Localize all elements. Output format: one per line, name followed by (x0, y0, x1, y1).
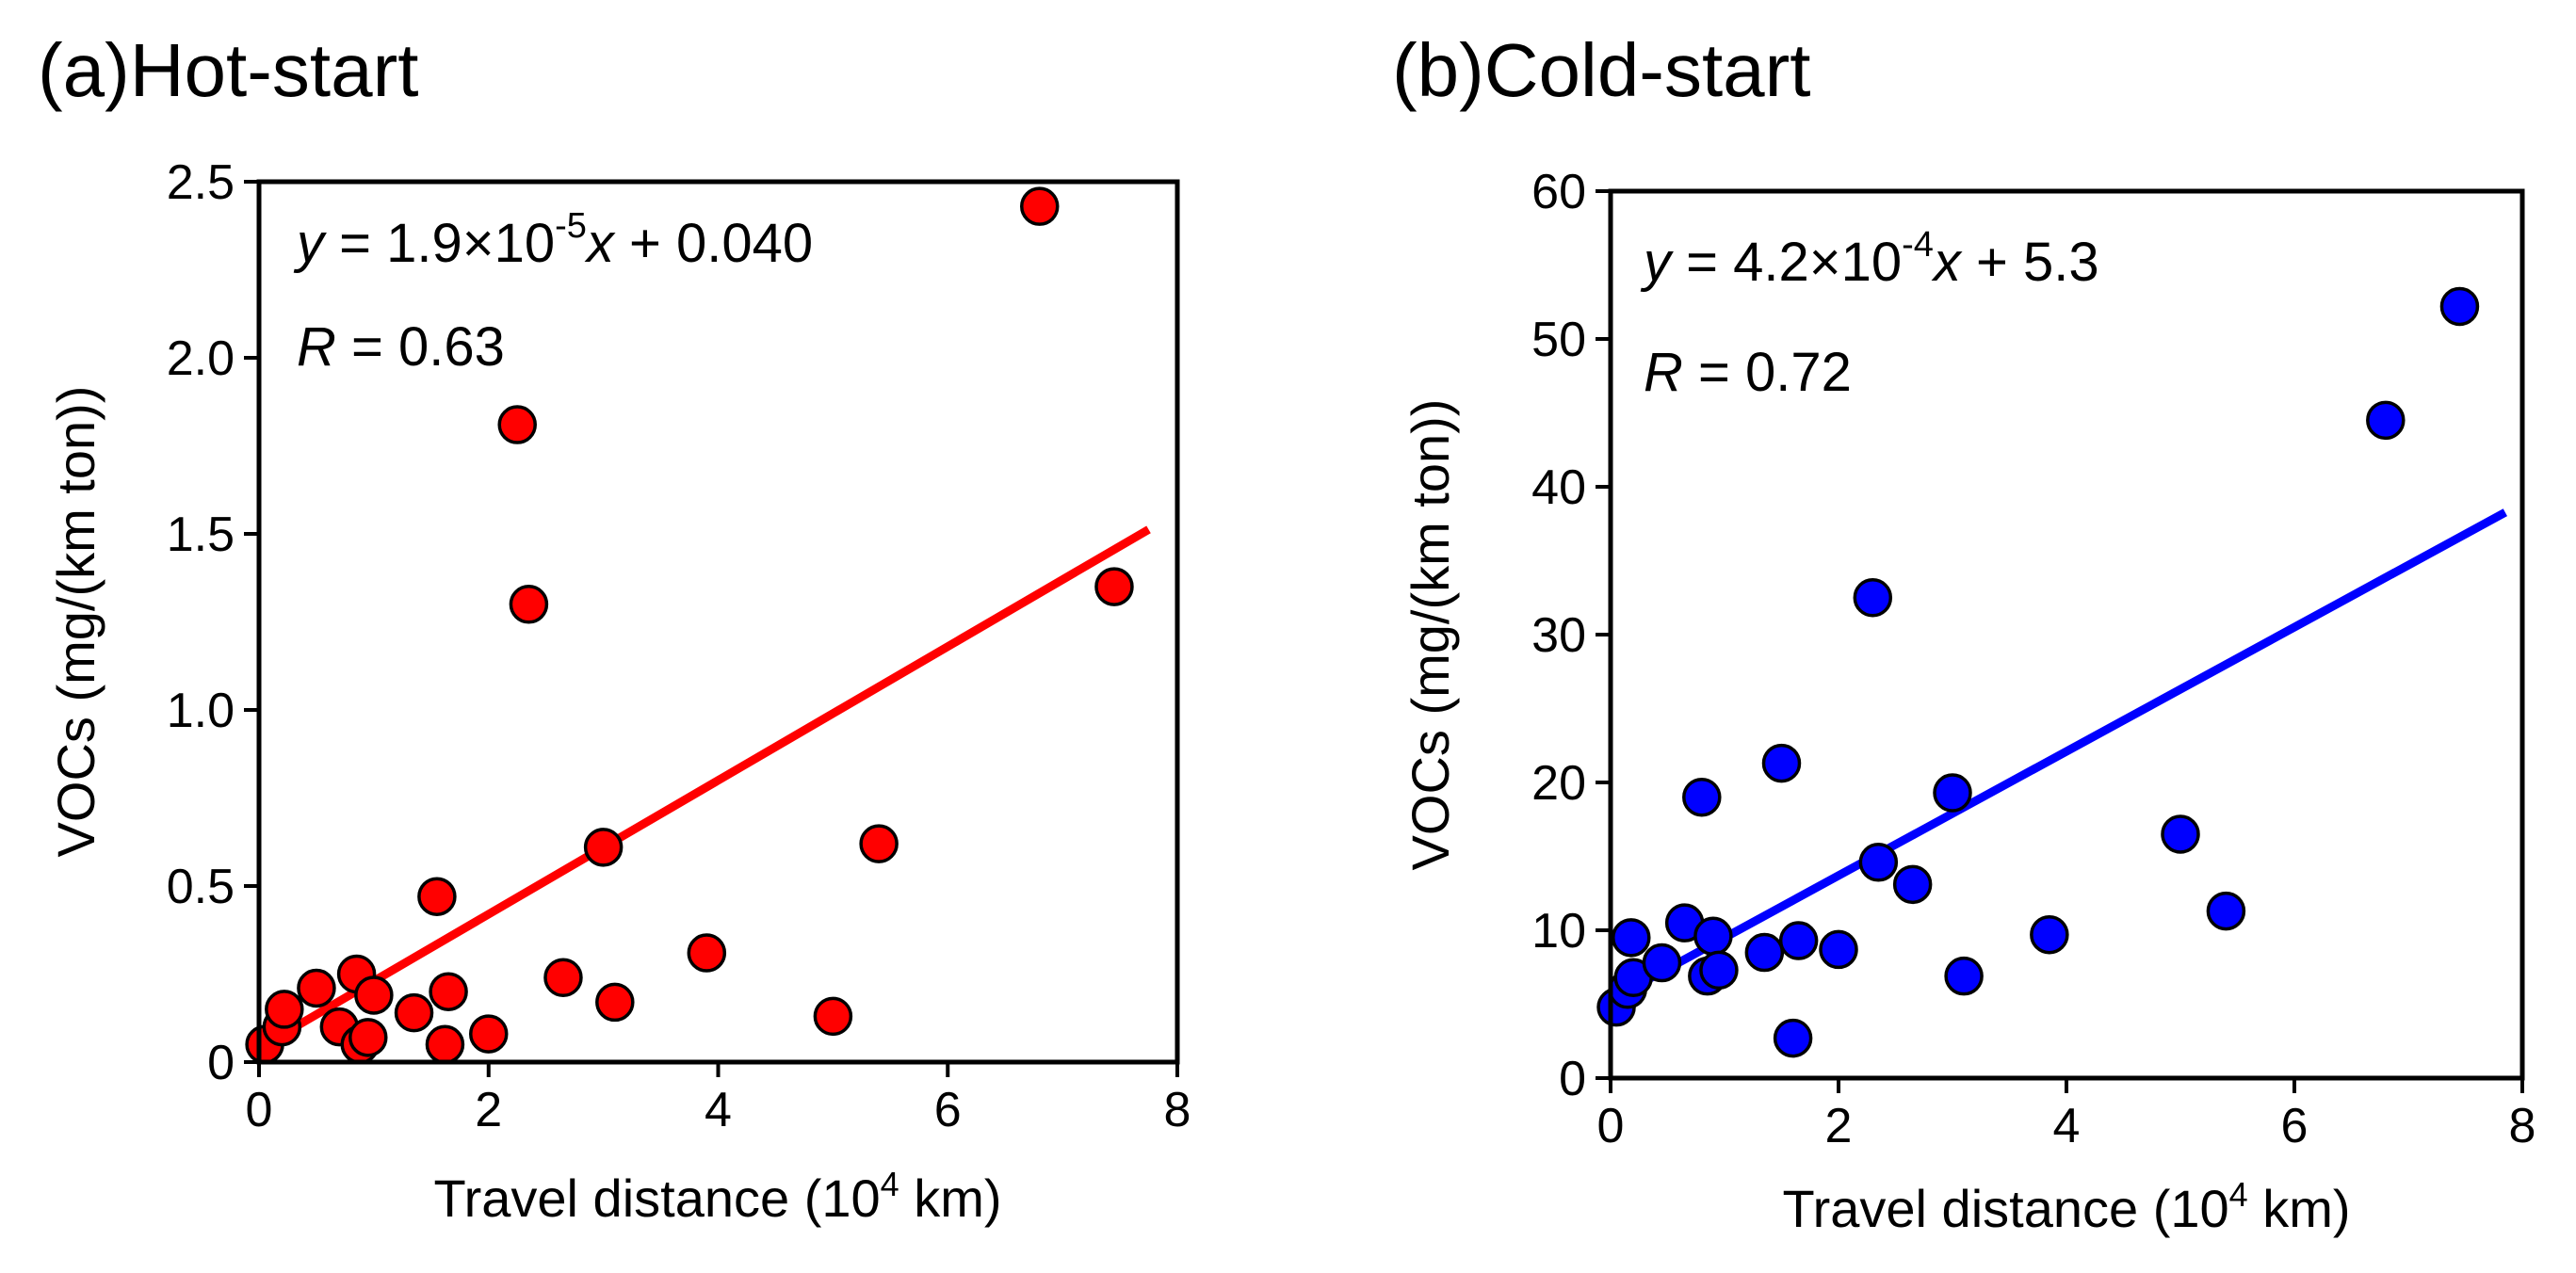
panel-b-data-point (1933, 773, 1972, 813)
panel-b-x-tick-label: 8 (2509, 1099, 2536, 1153)
panel-b-y-tick-label: 50 (1531, 313, 1586, 367)
panel-b-data-point (1693, 916, 1733, 957)
panel-a-r-value: R = 0.63 (297, 316, 505, 378)
panel-a-y-tick-label: 0 (207, 1036, 235, 1090)
panel-b-data-point (1858, 843, 1899, 882)
panel-b-r-value: R = 0.72 (1644, 342, 1852, 403)
panel-a-data-point (354, 975, 394, 1015)
panel-b-data-point (1761, 743, 1802, 783)
panel-a-data-point (1020, 186, 1060, 226)
panel-a-equation: y = 1.9×10-5x + 0.040 (293, 206, 813, 274)
panel-b-data-point (1744, 932, 1785, 973)
panel-b-data-point (2439, 286, 2480, 327)
panel-b-data-point (2161, 814, 2200, 854)
panel-a-data-point (348, 1018, 388, 1057)
panel-b-data-point (1642, 943, 1682, 983)
panel-a-data-point (859, 824, 899, 863)
panel-b-data-point (1853, 578, 1893, 618)
panel-a-data-point (497, 405, 537, 444)
panel-a-y-tick-label: 1.5 (167, 508, 235, 562)
panel-b-x-axis-label: Travel distance (104 km) (1782, 1175, 2350, 1238)
panel-b-marks: 0 2 4 6 8 0 10 20 30 40 50 60 (1531, 165, 2535, 1153)
panel-b-data-point (1944, 956, 1984, 996)
panel-a-data-point (1094, 567, 1134, 606)
panel-b-x-tick-label: 6 (2281, 1099, 2309, 1153)
panel-b-y-axis-label: VOCs (mg/(km ton)) (1401, 399, 1460, 871)
panel-b-x-tick-label: 4 (2053, 1099, 2081, 1153)
panel-b-y-tick-label: 20 (1531, 756, 1586, 811)
panel-a-data-point (813, 996, 853, 1037)
panel-a-data-point (425, 1024, 465, 1065)
panel-b-data-point (1682, 777, 1722, 817)
panel-b-regression-line (1608, 508, 2508, 1004)
panel-a-y-tick-label: 2.0 (167, 331, 235, 386)
panel-b-y-tick-label: 0 (1559, 1052, 1586, 1106)
panel-a-data-point (687, 933, 727, 973)
panel-a-data-point (265, 990, 304, 1029)
panel-a-x-tick-label: 4 (705, 1083, 732, 1137)
panel-a-x-tick-label: 2 (475, 1083, 502, 1137)
panel-cold-start: (b)Cold-start 0 2 4 6 8 0 10 20 30 40 50 60 Travel … (1392, 28, 2535, 1238)
panel-b-data-point (2206, 891, 2246, 931)
panel-a-data-point (394, 992, 434, 1033)
panel-a-y-tick-label: 2.5 (167, 155, 235, 210)
panel-b-data-point (1819, 929, 1858, 970)
panel-b-y-tick-label: 30 (1531, 608, 1586, 663)
panel-hot-start: (a)Hot-start 0 2 4 6 8 0 0.5 1.0 1.5 2.0 2.5 Trave… (38, 28, 1191, 1228)
panel-b-y-tick-label: 60 (1531, 165, 1586, 219)
panel-b-data-point (1699, 950, 1739, 991)
panel-a-plot-frame (256, 179, 1180, 1065)
panel-b-y-tick-label: 10 (1531, 904, 1586, 959)
panel-b-data-point (1778, 921, 1819, 960)
panel-a-x-tick-label: 8 (1164, 1083, 1191, 1137)
panel-b-equation: y = 4.2×10-4x + 5.3 (1640, 225, 2099, 293)
panel-b-data-point (2366, 400, 2406, 441)
panel-a-data-point (509, 585, 549, 624)
panel-a-y-tick-label: 0.5 (167, 860, 235, 914)
panel-a-x-tick-label: 0 (246, 1083, 273, 1137)
panel-a-data-point (417, 877, 457, 916)
panel-a-data-point (583, 828, 624, 867)
panel-a-y-tick-label: 1.0 (167, 684, 235, 738)
panel-a-x-tick-label: 6 (934, 1083, 962, 1137)
panel-a-title: (a)Hot-start (38, 28, 419, 112)
panel-b-x-tick-label: 0 (1597, 1099, 1625, 1153)
panel-a-data-point (469, 1014, 509, 1054)
panel-a-x-axis-label: Travel distance (104 km) (433, 1165, 1001, 1228)
panel-b-data-point (1892, 864, 1933, 905)
panel-b-data-point (1773, 1018, 1813, 1058)
panel-a-y-axis-label: VOCs (mg/(km ton)) (46, 386, 105, 858)
panel-b-title: (b)Cold-start (1392, 28, 1811, 112)
panel-b-y-tick-label: 40 (1531, 460, 1586, 515)
panel-a-data-point (297, 968, 336, 1008)
panel-a-data-point (429, 972, 468, 1011)
panel-a-data-point (543, 958, 583, 997)
panel-a-marks: 0 2 4 6 8 0 0.5 1.0 1.5 2.0 2.5 (167, 155, 1191, 1137)
panel-b-x-tick-label: 2 (1825, 1099, 1853, 1153)
panel-b-data-point (2030, 914, 2069, 955)
panel-a-regression-line (256, 525, 1151, 1052)
panel-a-data-point (595, 982, 635, 1023)
panel-b-plot-frame (1608, 188, 2525, 1081)
panel-b-data-point (1612, 918, 1651, 958)
